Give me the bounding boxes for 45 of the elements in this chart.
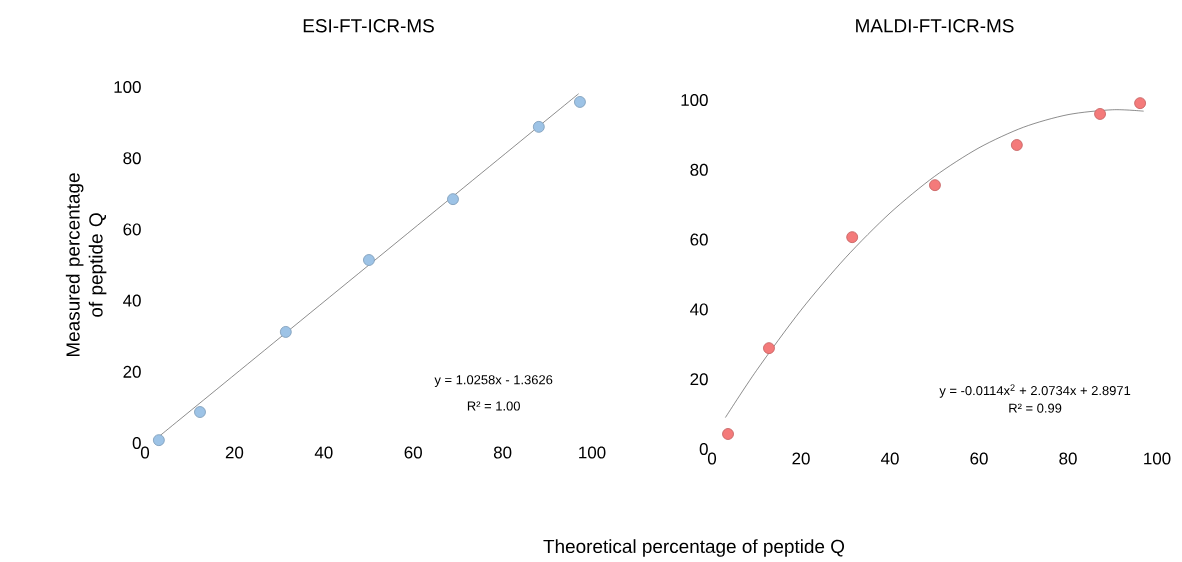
annotation: y = 1.0258x - 1.3626: [434, 375, 553, 387]
y-tick-label: 40: [690, 303, 708, 316]
y-tick-label: 100: [681, 94, 708, 106]
y-tick-label: 80: [690, 163, 708, 176]
x-tick-label: 20: [792, 452, 810, 465]
x-tick-label: 80: [1059, 452, 1077, 465]
point: [574, 96, 586, 108]
y-tick-label: 20: [123, 365, 141, 378]
point: [447, 193, 459, 206]
x-tick-label: 0: [140, 446, 150, 459]
y-axis-title: Measured percentage of peptide Q: [65, 173, 107, 357]
x-tick-label: 60: [404, 446, 422, 459]
x-tick-label: 100: [579, 446, 606, 459]
x-tick-label: 20: [225, 446, 244, 459]
point: [152, 434, 165, 447]
point: [194, 406, 206, 418]
point: [929, 179, 941, 192]
y-tick-label: 60: [690, 233, 708, 246]
x-tick-label: 40: [314, 446, 333, 459]
point: [846, 231, 859, 244]
annotation: R² = 1.00: [467, 401, 520, 411]
x-tick-label: 100: [1144, 452, 1171, 465]
x-tick-label: 0: [707, 452, 717, 465]
x-tick-label: 40: [880, 452, 899, 465]
x-axis-title: Theoretical percentage of peptide Q: [543, 539, 845, 557]
annotation: y = -0.0114x$^{2}$ + 2.0734x + 2.8971: [939, 384, 1131, 398]
annotation: R² = 0.99: [1009, 403, 1062, 413]
y-tick-label: 0: [132, 437, 141, 449]
point: [1094, 108, 1106, 120]
point: [363, 254, 375, 266]
y-tick-label: 60: [123, 223, 141, 236]
chart-title: MALDI-FT-ICR-MS: [856, 19, 1014, 33]
y-tick-label: 100: [114, 81, 141, 93]
point: [1134, 97, 1146, 110]
chart-title: ESI-FT-ICR-MS: [303, 19, 434, 33]
x-tick-label: 60: [970, 452, 988, 465]
point: [279, 326, 292, 338]
point: [722, 428, 734, 440]
point: [763, 342, 775, 355]
y-tick-label: 80: [123, 152, 141, 165]
y-tick-label: 40: [123, 294, 141, 307]
x-tick-label: 80: [493, 446, 512, 459]
point: [1010, 139, 1023, 151]
point: [532, 120, 545, 133]
y-tick-label: 20: [690, 373, 708, 386]
